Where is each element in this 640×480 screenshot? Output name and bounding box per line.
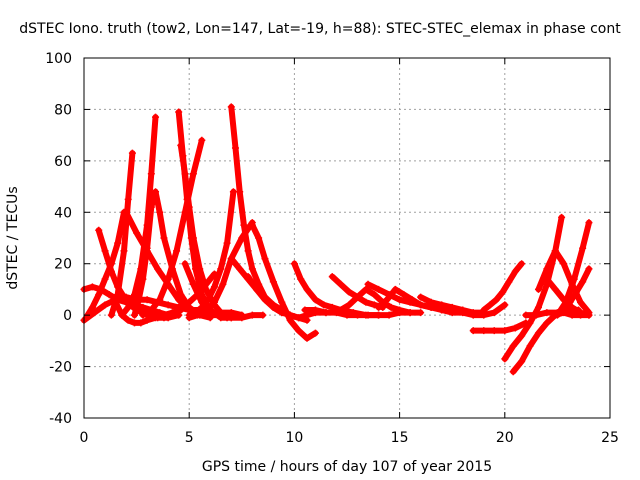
y-tick-label: 100 <box>45 51 72 67</box>
y-tick-label: -20 <box>49 360 72 376</box>
axis-ticks: 0 5 10 15 20 25 -40 -20 0 20 40 60 80 100 <box>45 51 619 446</box>
x-tick-label: 0 <box>80 430 89 446</box>
y-tick-label: 0 <box>63 308 72 324</box>
data-series <box>470 319 530 334</box>
data-series-trace <box>210 315 263 318</box>
y-tick-label: -40 <box>49 411 72 427</box>
data-points <box>81 103 593 375</box>
x-tick-label: 15 <box>391 430 409 446</box>
y-axis-label: dSTEC / TECUs <box>5 186 21 289</box>
y-tick-label: 20 <box>54 257 72 273</box>
y-tick-label: 80 <box>54 102 72 118</box>
x-axis-label: GPS time / hours of day 107 of year 2015 <box>202 459 492 475</box>
y-tick-label: 40 <box>54 205 72 221</box>
x-tick-label: 20 <box>496 430 514 446</box>
y-tick-label: 60 <box>54 154 72 170</box>
data-series-trace <box>473 323 526 331</box>
x-tick-label: 25 <box>601 430 619 446</box>
x-tick-label: 5 <box>185 430 194 446</box>
data-series <box>510 309 593 375</box>
chart-title: dSTEC Iono. truth (tow2, Lon=147, Lat=-1… <box>19 21 621 37</box>
x-tick-label: 10 <box>285 430 303 446</box>
